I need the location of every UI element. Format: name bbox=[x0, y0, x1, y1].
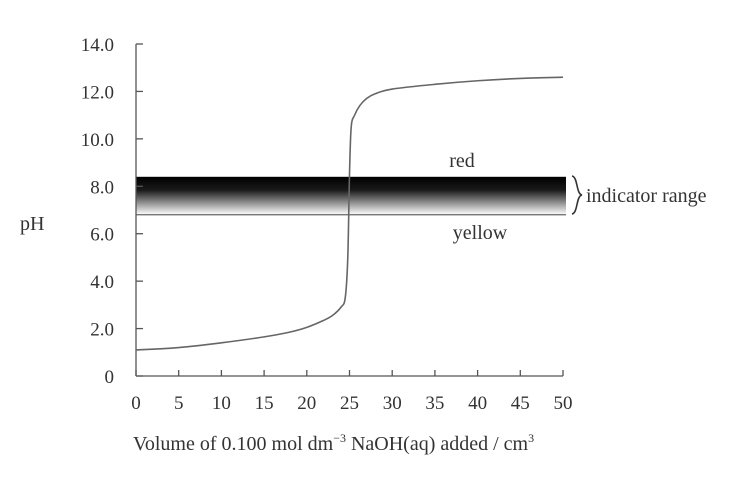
y-tick-label: 2.0 bbox=[90, 320, 114, 341]
lower-color-label: yellow bbox=[453, 222, 508, 244]
x-ticks: 0 5 10 15 20 25 30 35 40 45 50 bbox=[131, 370, 573, 414]
y-tick-label: 0 bbox=[105, 367, 115, 388]
y-tick-label: 4.0 bbox=[90, 272, 114, 293]
x-tick-label: 50 bbox=[554, 393, 573, 414]
indicator-band bbox=[136, 176, 566, 215]
x-tick-label: 20 bbox=[297, 393, 316, 414]
x-axis-label: Volume of 0.100 mol dm−3 NaOH(aq) added … bbox=[133, 431, 534, 455]
y-tick-label: 6.0 bbox=[90, 225, 114, 246]
curve-layer bbox=[135, 76, 564, 351]
indicator-band-layer bbox=[136, 176, 566, 216]
x-tick-label: 30 bbox=[383, 393, 402, 414]
x-axis-label-mid: NaOH(aq) added / cm bbox=[346, 433, 529, 455]
y-tick-label: 8.0 bbox=[90, 177, 114, 198]
x-tick-label: 40 bbox=[468, 393, 487, 414]
y-tick-label: 10.0 bbox=[81, 130, 114, 151]
x-tick-label: 10 bbox=[212, 393, 231, 414]
upper-color-label: red bbox=[449, 150, 475, 172]
y-tick-label: 12.0 bbox=[81, 82, 114, 103]
x-tick-label: 45 bbox=[511, 393, 530, 414]
x-tick-label: 15 bbox=[255, 393, 274, 414]
x-axis-label-sup1: −3 bbox=[333, 431, 346, 445]
x-tick-label: 5 bbox=[174, 393, 184, 414]
y-tick-label: 14.0 bbox=[81, 35, 114, 56]
y-axis-label: pH bbox=[20, 213, 44, 235]
x-tick-label: 35 bbox=[425, 393, 444, 414]
x-tick-label: 25 bbox=[340, 393, 359, 414]
x-tick-label: 0 bbox=[131, 393, 141, 414]
x-axis-label-prefix: Volume of 0.100 mol dm bbox=[133, 433, 334, 455]
indicator-range-label: indicator range bbox=[586, 185, 707, 207]
range-brace bbox=[571, 175, 583, 215]
x-axis-label-sup2: 3 bbox=[528, 431, 534, 445]
y-ticks: 0 2.0 4.0 6.0 8.0 10.0 12.0 14.0 bbox=[81, 35, 143, 388]
titration-curve bbox=[135, 76, 564, 351]
